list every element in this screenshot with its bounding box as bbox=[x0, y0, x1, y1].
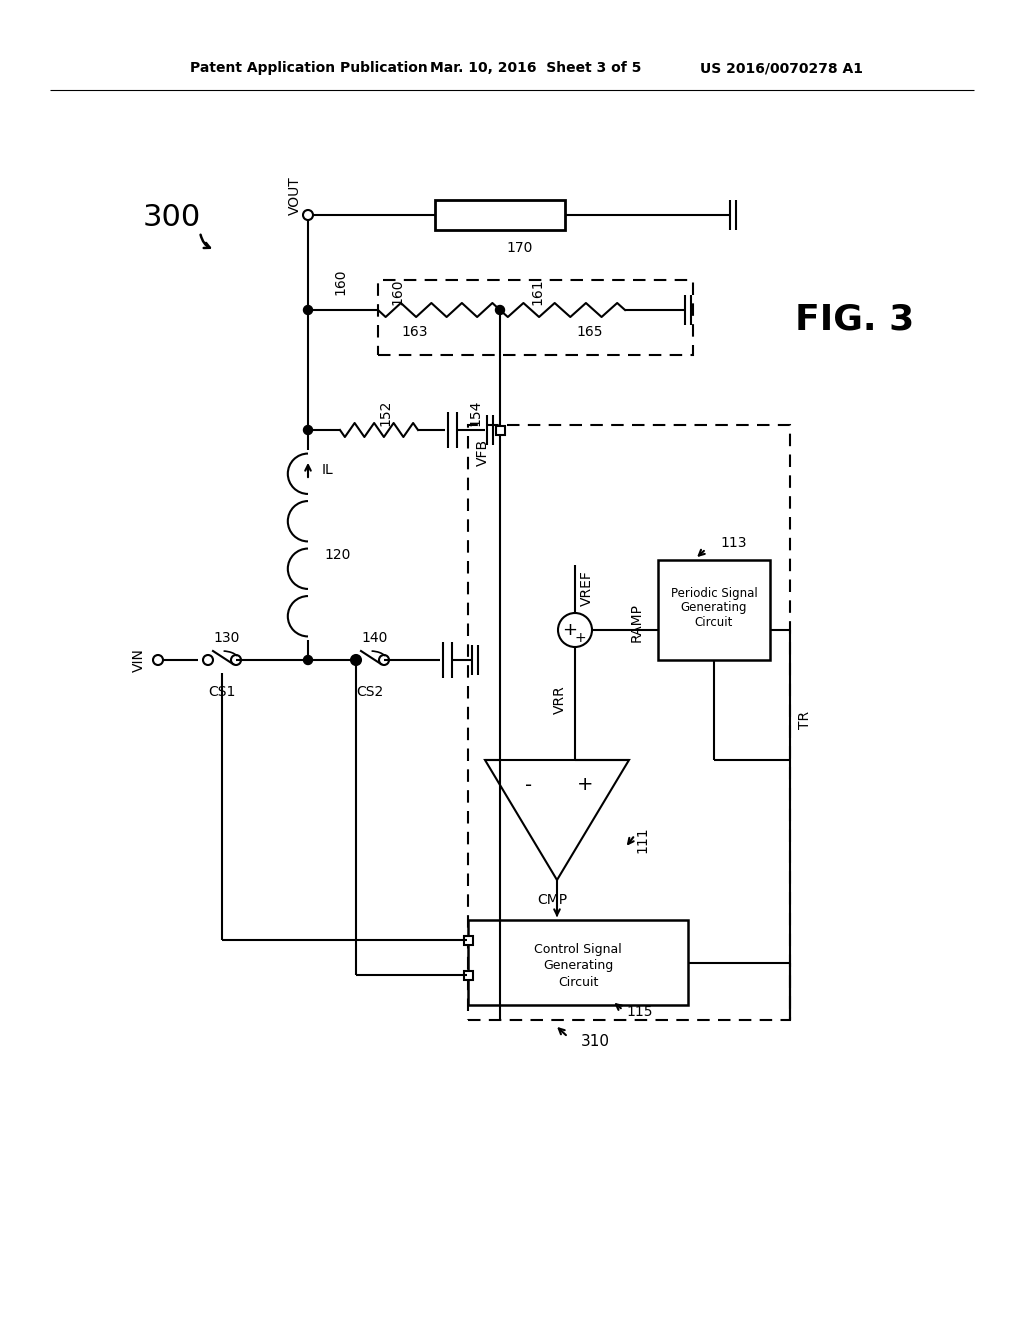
Text: VRR: VRR bbox=[553, 685, 567, 714]
Text: Control Signal: Control Signal bbox=[535, 944, 622, 957]
Text: Patent Application Publication: Patent Application Publication bbox=[190, 61, 428, 75]
Text: 165: 165 bbox=[577, 325, 603, 339]
Circle shape bbox=[496, 305, 505, 314]
Text: Circuit: Circuit bbox=[558, 975, 598, 989]
Text: Mar. 10, 2016  Sheet 3 of 5: Mar. 10, 2016 Sheet 3 of 5 bbox=[430, 61, 641, 75]
Text: 154: 154 bbox=[468, 400, 482, 426]
Bar bbox=[496, 425, 505, 434]
Bar bbox=[464, 970, 472, 979]
Text: 161: 161 bbox=[530, 279, 544, 305]
Text: CS1: CS1 bbox=[208, 685, 236, 700]
Text: 160: 160 bbox=[333, 268, 347, 294]
Text: 140: 140 bbox=[361, 631, 388, 645]
Text: 120: 120 bbox=[324, 548, 350, 562]
Text: -: - bbox=[525, 776, 532, 795]
Circle shape bbox=[351, 656, 360, 664]
Text: 160: 160 bbox=[390, 279, 404, 305]
Bar bbox=[464, 936, 472, 945]
Circle shape bbox=[303, 425, 312, 434]
Bar bbox=[378, 280, 693, 355]
Text: Generating: Generating bbox=[543, 960, 613, 973]
Text: IL: IL bbox=[322, 463, 334, 477]
Bar bbox=[435, 201, 565, 230]
Text: 163: 163 bbox=[401, 325, 428, 339]
Text: CMP: CMP bbox=[537, 894, 567, 907]
Text: Circuit: Circuit bbox=[695, 616, 733, 630]
Text: 113: 113 bbox=[720, 536, 746, 550]
Text: FIG. 3: FIG. 3 bbox=[796, 304, 914, 337]
Text: VOUT: VOUT bbox=[288, 177, 302, 215]
Text: CS2: CS2 bbox=[356, 685, 384, 700]
Text: US 2016/0070278 A1: US 2016/0070278 A1 bbox=[700, 61, 863, 75]
Text: +: + bbox=[562, 620, 578, 639]
Text: 130: 130 bbox=[214, 631, 241, 645]
Bar bbox=[468, 920, 688, 1005]
Text: +: + bbox=[577, 776, 593, 795]
Text: +: + bbox=[574, 631, 586, 645]
Text: VREF: VREF bbox=[580, 570, 594, 606]
Circle shape bbox=[303, 656, 312, 664]
Text: 310: 310 bbox=[581, 1035, 609, 1049]
Text: VFB: VFB bbox=[476, 438, 490, 466]
Circle shape bbox=[351, 656, 360, 664]
Circle shape bbox=[303, 305, 312, 314]
Bar bbox=[658, 560, 770, 660]
Text: Periodic Signal: Periodic Signal bbox=[671, 586, 758, 599]
Text: 152: 152 bbox=[378, 400, 392, 426]
Text: 300: 300 bbox=[143, 203, 201, 232]
Text: 115: 115 bbox=[627, 1005, 653, 1019]
Text: 111: 111 bbox=[635, 826, 649, 853]
Bar bbox=[468, 425, 790, 1020]
Text: Generating: Generating bbox=[681, 602, 748, 615]
Text: TR: TR bbox=[798, 711, 812, 729]
Text: 170: 170 bbox=[507, 242, 534, 255]
Text: VIN: VIN bbox=[132, 648, 146, 672]
Text: RAMP: RAMP bbox=[630, 602, 644, 642]
